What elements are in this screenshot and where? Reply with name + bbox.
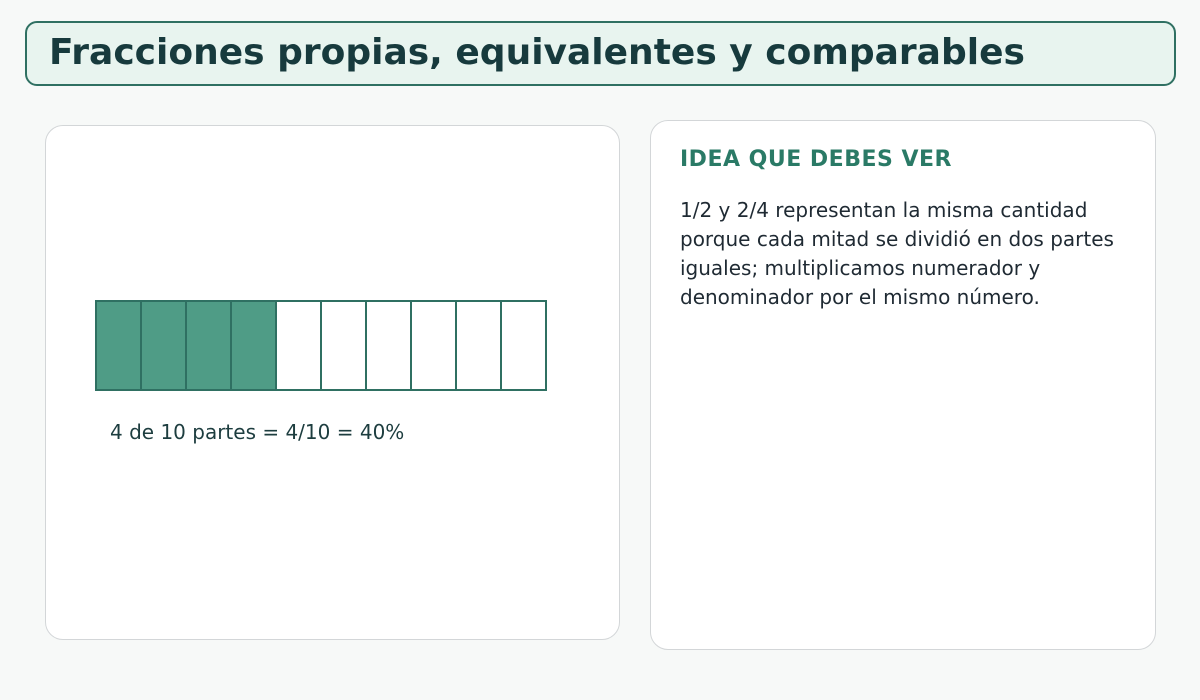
- fraction-cell-shaded: [140, 300, 187, 391]
- fraction-cell-empty: [320, 300, 367, 391]
- fraction-cell-shaded: [95, 300, 142, 391]
- fraction-caption: 4 de 10 partes = 4/10 = 40%: [110, 420, 405, 444]
- fraction-cell-empty: [365, 300, 412, 391]
- fraction-cell-shaded: [185, 300, 232, 391]
- idea-card: IDEA QUE DEBES VER 1/2 y 2/4 representan…: [650, 120, 1156, 650]
- page-title: Fracciones propias, equivalentes y compa…: [49, 32, 1025, 73]
- fraction-cell-empty: [500, 300, 547, 391]
- fraction-cell-shaded: [230, 300, 277, 391]
- fraction-cell-empty: [455, 300, 502, 391]
- idea-heading: IDEA QUE DEBES VER: [680, 147, 953, 172]
- title-banner: Fracciones propias, equivalentes y compa…: [25, 21, 1176, 86]
- fraction-bar: [95, 300, 547, 391]
- fraction-model-card: 4 de 10 partes = 4/10 = 40%: [45, 125, 620, 640]
- fraction-cell-empty: [275, 300, 322, 391]
- idea-body-text: 1/2 y 2/4 representan la misma cantidad …: [680, 198, 1114, 309]
- fraction-cell-empty: [410, 300, 457, 391]
